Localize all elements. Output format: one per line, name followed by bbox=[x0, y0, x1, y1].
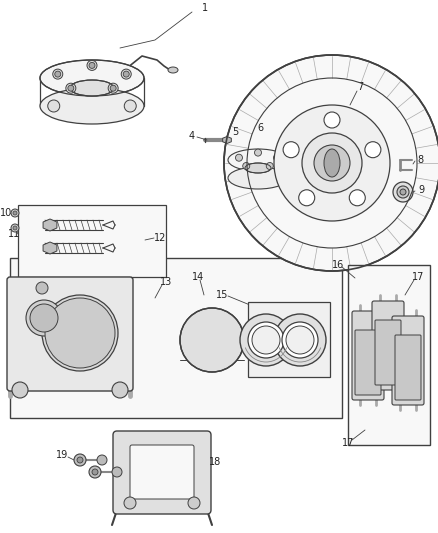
Text: 11: 11 bbox=[8, 229, 20, 239]
Text: 17: 17 bbox=[412, 272, 424, 282]
Circle shape bbox=[77, 457, 83, 463]
Circle shape bbox=[393, 182, 413, 202]
Circle shape bbox=[74, 454, 86, 466]
Text: 4: 4 bbox=[189, 131, 195, 141]
Polygon shape bbox=[43, 219, 57, 231]
Circle shape bbox=[282, 322, 318, 358]
Circle shape bbox=[188, 497, 200, 509]
Circle shape bbox=[299, 190, 315, 206]
Circle shape bbox=[254, 149, 261, 156]
Ellipse shape bbox=[324, 149, 340, 177]
Text: 5: 5 bbox=[232, 127, 238, 137]
Circle shape bbox=[302, 133, 362, 193]
Text: 15: 15 bbox=[216, 290, 228, 300]
Text: 10: 10 bbox=[0, 208, 12, 218]
Circle shape bbox=[48, 100, 60, 112]
FancyBboxPatch shape bbox=[7, 277, 133, 391]
Circle shape bbox=[89, 62, 95, 68]
Circle shape bbox=[97, 455, 107, 465]
Circle shape bbox=[274, 314, 326, 366]
FancyBboxPatch shape bbox=[372, 301, 404, 390]
Text: 19: 19 bbox=[56, 450, 68, 460]
Circle shape bbox=[349, 190, 365, 206]
Circle shape bbox=[68, 85, 74, 91]
Circle shape bbox=[112, 467, 122, 477]
Text: 17: 17 bbox=[342, 438, 354, 448]
Circle shape bbox=[36, 282, 48, 294]
Text: 9: 9 bbox=[418, 185, 424, 195]
Circle shape bbox=[42, 295, 118, 371]
FancyBboxPatch shape bbox=[392, 316, 424, 405]
FancyBboxPatch shape bbox=[113, 431, 211, 514]
Circle shape bbox=[252, 326, 280, 354]
Circle shape bbox=[108, 83, 118, 93]
Circle shape bbox=[11, 224, 19, 232]
Circle shape bbox=[224, 55, 438, 271]
Circle shape bbox=[26, 300, 62, 336]
Circle shape bbox=[13, 211, 17, 215]
Ellipse shape bbox=[40, 88, 144, 124]
Circle shape bbox=[324, 112, 340, 128]
Text: 1: 1 bbox=[202, 3, 208, 13]
Circle shape bbox=[248, 322, 284, 358]
Ellipse shape bbox=[245, 163, 271, 173]
Circle shape bbox=[55, 71, 61, 77]
Circle shape bbox=[397, 186, 409, 198]
Circle shape bbox=[53, 69, 63, 79]
Text: 18: 18 bbox=[209, 457, 221, 467]
Circle shape bbox=[30, 304, 58, 332]
Circle shape bbox=[283, 142, 299, 158]
FancyBboxPatch shape bbox=[355, 330, 381, 395]
Ellipse shape bbox=[228, 167, 288, 189]
Circle shape bbox=[124, 100, 136, 112]
Circle shape bbox=[365, 142, 381, 158]
Circle shape bbox=[92, 469, 98, 475]
Ellipse shape bbox=[40, 60, 144, 96]
Ellipse shape bbox=[168, 67, 178, 73]
Circle shape bbox=[66, 83, 76, 93]
FancyBboxPatch shape bbox=[348, 265, 430, 445]
Circle shape bbox=[121, 69, 131, 79]
Text: 12: 12 bbox=[154, 233, 166, 243]
Circle shape bbox=[274, 105, 390, 221]
Text: 8: 8 bbox=[417, 155, 423, 165]
Circle shape bbox=[266, 163, 273, 169]
Circle shape bbox=[236, 154, 243, 161]
FancyBboxPatch shape bbox=[10, 258, 342, 418]
Circle shape bbox=[12, 382, 28, 398]
Polygon shape bbox=[43, 242, 57, 254]
FancyBboxPatch shape bbox=[395, 335, 421, 400]
Circle shape bbox=[45, 298, 115, 368]
Circle shape bbox=[11, 209, 19, 217]
Circle shape bbox=[112, 382, 128, 398]
FancyBboxPatch shape bbox=[352, 311, 384, 400]
FancyBboxPatch shape bbox=[130, 445, 194, 499]
Circle shape bbox=[180, 308, 244, 372]
FancyBboxPatch shape bbox=[375, 320, 401, 385]
FancyBboxPatch shape bbox=[18, 205, 166, 277]
Ellipse shape bbox=[70, 80, 114, 96]
Text: 14: 14 bbox=[192, 272, 204, 282]
Circle shape bbox=[110, 85, 116, 91]
Circle shape bbox=[240, 314, 292, 366]
Circle shape bbox=[243, 163, 250, 169]
Ellipse shape bbox=[302, 148, 310, 152]
Polygon shape bbox=[223, 136, 231, 143]
Circle shape bbox=[13, 226, 17, 230]
Circle shape bbox=[123, 71, 129, 77]
Text: 16: 16 bbox=[332, 260, 344, 270]
Text: 6: 6 bbox=[257, 123, 263, 133]
Circle shape bbox=[89, 466, 101, 478]
Text: 7: 7 bbox=[357, 82, 363, 92]
Ellipse shape bbox=[228, 149, 288, 171]
Circle shape bbox=[314, 145, 350, 181]
Circle shape bbox=[87, 60, 97, 70]
Circle shape bbox=[400, 189, 406, 195]
Circle shape bbox=[124, 497, 136, 509]
Circle shape bbox=[273, 154, 280, 161]
Text: 13: 13 bbox=[160, 277, 172, 287]
FancyBboxPatch shape bbox=[248, 302, 330, 377]
Circle shape bbox=[286, 326, 314, 354]
